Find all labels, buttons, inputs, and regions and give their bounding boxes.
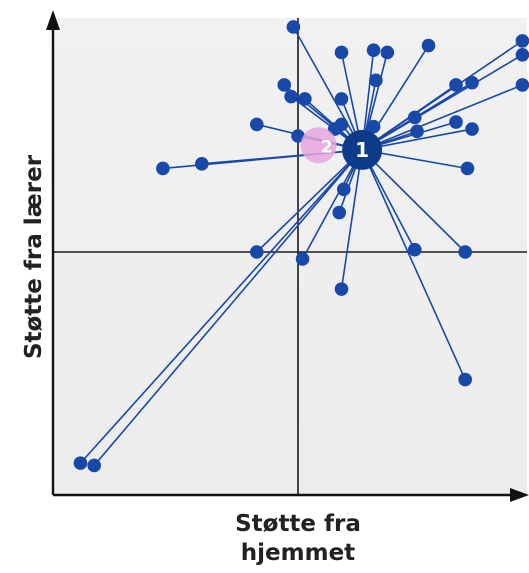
connector-line [256,149,363,253]
data-point [449,78,463,92]
data-point [407,242,422,257]
x-axis-label-line-1: Støtte fra [235,511,361,537]
data-point [277,78,292,92]
data-point [465,75,479,90]
data-point [458,245,472,259]
center-point-1 [342,129,383,170]
data-point [327,122,342,136]
data-point [449,115,463,129]
data-point [334,282,349,296]
data-point [421,38,436,53]
data-point [407,110,422,125]
y-axis-arrow [46,10,60,30]
data-point [465,122,479,136]
data-point [73,456,88,470]
connector-line [361,149,466,253]
data-point [334,92,349,106]
data-point [515,34,529,48]
data-point [458,372,472,387]
data-point [286,20,301,34]
center-point-2-label: 2 [321,137,333,157]
x-axis-label-line-2: hjemmet [241,540,355,566]
data-point [515,78,529,92]
data-point [366,43,381,57]
data-point [410,124,424,139]
data-point [380,45,395,60]
data-point [291,129,305,143]
connector-line [93,149,363,466]
data-point [298,92,312,106]
connector-line [301,149,363,260]
x-axis-arrow [510,488,529,502]
data-point [332,205,347,220]
data-point [334,45,349,60]
connector-line [292,26,363,151]
data-point [87,458,101,473]
y-axis-label: Støtte fra lærer [21,154,47,359]
connector-line [361,149,466,380]
data-point [249,117,264,132]
data-point [366,119,381,134]
center-point-2 [300,127,337,164]
data-point [460,161,475,176]
connector-line [340,149,363,290]
data-point [515,48,529,62]
data-point [249,245,264,259]
center-point-1-label: 1 [355,138,369,162]
connector-line [79,149,363,464]
connector-line [361,84,523,151]
data-point [295,252,310,266]
data-point [156,161,170,176]
data-point [369,73,383,88]
data-point [337,182,351,197]
data-point [284,89,298,104]
data-point [195,157,209,171]
